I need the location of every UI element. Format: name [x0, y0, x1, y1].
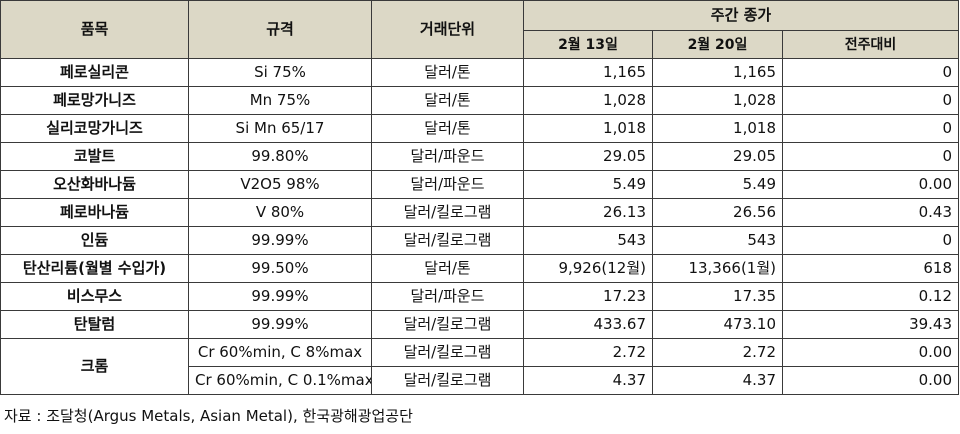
row-spec: 99.99%: [188, 310, 372, 339]
header-spec: 규격: [188, 0, 372, 59]
row-change: 618: [781, 254, 960, 283]
header-row-top: 품목 규격 거래단위 주간 종가: [0, 0, 960, 59]
row-date2-price: 473.10: [652, 310, 783, 339]
row-unit: 달러/톤: [371, 114, 524, 143]
row-spec: Si 75%: [188, 58, 372, 87]
row-item: 페로망가니즈: [0, 86, 189, 115]
row-spec: Cr 60%min, C 8%max: [188, 338, 372, 367]
row-change: 0: [781, 58, 960, 87]
row-spec: Mn 75%: [188, 86, 372, 115]
header-change: 전주대비: [781, 30, 960, 59]
row-item: 코발트: [0, 142, 189, 171]
row-item: 비스무스: [0, 282, 189, 311]
table-row: 인듐 99.99% 달러/킬로그램 543 543 0: [0, 226, 960, 255]
row-date1-price: 1,018: [523, 114, 653, 143]
row-date2-price: 17.35: [652, 282, 783, 311]
header-date1: 2월 13일: [523, 30, 653, 59]
row-change: 0.43: [781, 198, 960, 227]
row-item: 탄탈럼: [0, 310, 189, 339]
row-change: 0: [781, 142, 960, 171]
row-unit: 달러/톤: [371, 86, 524, 115]
row-item: 페로바나듐: [0, 198, 189, 227]
row-change: 0.12: [781, 282, 960, 311]
row-date2-price: 29.05: [652, 142, 783, 171]
table-body: 페로실리콘 Si 75% 달러/톤 1,165 1,165 0 페로망가니즈 M…: [0, 58, 960, 395]
row-date1-price: 17.23: [523, 282, 653, 311]
row-spec: V 80%: [188, 198, 372, 227]
row-spec: Cr 60%min, C 0.1%max: [188, 366, 372, 395]
table-row: 실리코망가니즈 Si Mn 65/17 달러/톤 1,018 1,018 0: [0, 114, 960, 143]
row-date1-price: 29.05: [523, 142, 653, 171]
header-item: 품목: [0, 0, 189, 59]
table-row-chromium-2: Cr 60%min, C 0.1%max 달러/킬로그램 4.37 4.37 0…: [1, 366, 960, 395]
row-unit: 달러/킬로그램: [371, 198, 524, 227]
table-row: 페로망가니즈 Mn 75% 달러/톤 1,028 1,028 0: [0, 86, 960, 115]
row-item: 탄산리튬(월별 수입가): [0, 254, 189, 283]
table-row: 비스무스 99.99% 달러/파운드 17.23 17.35 0.12: [0, 282, 960, 311]
header-unit: 거래단위: [371, 0, 524, 59]
row-date1-price: 1,165: [523, 58, 653, 87]
row-date1-price: 4.37: [523, 366, 653, 395]
row-date1-price: 9,926(12월): [523, 254, 653, 283]
row-date1-price: 2.72: [523, 338, 653, 367]
row-change: 0: [781, 86, 960, 115]
row-spec: V2O5 98%: [188, 170, 372, 199]
row-spec: 99.99%: [188, 226, 372, 255]
row-change: 0: [781, 226, 960, 255]
header-date2: 2월 20일: [652, 30, 783, 59]
row-date1-price: 26.13: [523, 198, 653, 227]
row-unit: 달러/파운드: [371, 282, 524, 311]
table-row: 탄탈럼 99.99% 달러/킬로그램 433.67 473.10 39.43: [0, 310, 960, 339]
row-change: 0.00: [781, 170, 960, 199]
row-unit: 달러/킬로그램: [371, 226, 524, 255]
row-date1-price: 1,028: [523, 86, 653, 115]
table-row-chromium-1: 크롬 Cr 60%min, C 8%max 달러/킬로그램 2.72 2.72 …: [0, 338, 960, 395]
row-date2-price: 1,018: [652, 114, 783, 143]
row-date2-price: 543: [652, 226, 783, 255]
source-note: 자료 : 조달청(Argus Metals, Asian Metal), 한국광…: [4, 407, 413, 425]
row-change: 0.00: [781, 338, 960, 367]
row-date2-price: 13,366(1월): [652, 254, 783, 283]
row-change: 39.43: [781, 310, 960, 339]
header-row-sub: 2월 13일 2월 20일 전주대비: [1, 30, 960, 59]
header-weekly-close: 주간 종가: [522, 0, 960, 31]
table-row: 오산화바나듐 V2O5 98% 달러/파운드 5.49 5.49 0.00: [0, 170, 960, 199]
row-unit: 달러/파운드: [371, 170, 524, 199]
row-spec: 99.80%: [188, 142, 372, 171]
row-date2-price: 26.56: [652, 198, 783, 227]
row-item: 페로실리콘: [0, 58, 189, 87]
table-row: 페로바나듐 V 80% 달러/킬로그램 26.13 26.56 0.43: [0, 198, 960, 227]
row-date2-price: 1,028: [652, 86, 783, 115]
row-date1-price: 543: [523, 226, 653, 255]
row-unit: 달러/파운드: [371, 142, 524, 171]
row-date2-price: 2.72: [652, 338, 783, 367]
row-date2-price: 4.37: [652, 366, 783, 395]
row-unit: 달러/킬로그램: [371, 338, 524, 367]
table-row: 탄산리튬(월별 수입가) 99.50% 달러/톤 9,926(12월) 13,3…: [0, 254, 960, 283]
row-unit: 달러/킬로그램: [371, 366, 524, 395]
row-unit: 달러/킬로그램: [371, 310, 524, 339]
row-date1-price: 5.49: [523, 170, 653, 199]
row-date2-price: 1,165: [652, 58, 783, 87]
row-item: 오산화바나듐: [0, 170, 189, 199]
row-item: 인듐: [0, 226, 189, 255]
row-item-chromium: 크롬: [0, 338, 189, 395]
row-spec: 99.50%: [188, 254, 372, 283]
price-table: 품목 규격 거래단위 주간 종가 2월 13일 2월 20일 전주대비 페로실리…: [0, 0, 960, 395]
table-row: 페로실리콘 Si 75% 달러/톤 1,165 1,165 0: [0, 58, 960, 87]
row-spec: Si Mn 65/17: [188, 114, 372, 143]
row-item: 실리코망가니즈: [0, 114, 189, 143]
row-change: 0: [781, 114, 960, 143]
row-unit: 달러/톤: [371, 58, 524, 87]
row-change: 0.00: [781, 366, 960, 395]
table-row: 코발트 99.80% 달러/파운드 29.05 29.05 0: [0, 142, 960, 171]
row-spec: 99.99%: [188, 282, 372, 311]
row-date1-price: 433.67: [523, 310, 653, 339]
row-unit: 달러/톤: [371, 254, 524, 283]
row-date2-price: 5.49: [652, 170, 783, 199]
